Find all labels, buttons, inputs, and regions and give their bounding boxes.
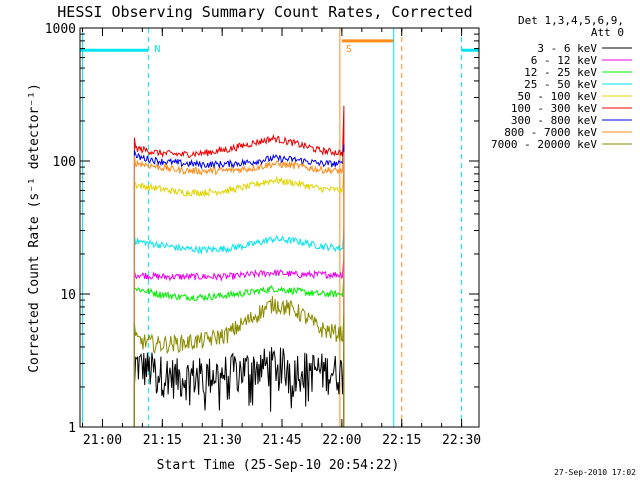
status-lines xyxy=(82,28,463,427)
legend-entry-label: 12 - 25 keV xyxy=(524,66,597,79)
y-tick-label: 100 xyxy=(53,155,76,170)
status-bars xyxy=(80,39,479,52)
y-tick-label: 10 xyxy=(60,288,76,303)
series-line xyxy=(133,274,345,427)
series-line xyxy=(133,347,345,427)
legend-entry-label: 50 - 100 keV xyxy=(518,90,598,103)
plot-frame xyxy=(79,27,480,428)
legend-entry-label: 6 - 12 keV xyxy=(531,54,598,67)
chart-title: HESSI Observing Summary Count Rates, Cor… xyxy=(57,3,472,21)
series-line xyxy=(133,105,345,427)
timestamp: 27-Sep-2010 17:02 xyxy=(554,468,636,477)
legend-entry-label: 800 - 7000 keV xyxy=(504,126,597,139)
series-line xyxy=(133,255,345,427)
x-tick-label: 21:15 xyxy=(143,433,182,448)
series-group xyxy=(133,105,345,427)
series-line xyxy=(133,151,345,427)
plot-border xyxy=(79,27,480,428)
legend-title: Att 0 xyxy=(591,26,624,39)
x-axis-ticks: 21:00 21:15 21:30 21:45 22:00 22:15 22:30 xyxy=(82,28,481,448)
series-line xyxy=(133,296,345,427)
legend-entry-label: 300 - 800 keV xyxy=(511,114,597,127)
annotation-label: N xyxy=(154,44,160,55)
x-tick-label: 21:30 xyxy=(203,433,242,448)
legend-entry-label: 100 - 300 keV xyxy=(511,102,597,115)
y-axis-label: Corrected Count Rate (s⁻¹ detector⁻¹) xyxy=(27,83,42,373)
x-tick-label: 22:30 xyxy=(442,433,481,448)
x-tick-label: 21:00 xyxy=(83,433,122,448)
annotation-label: S xyxy=(346,44,352,55)
legend-title: Det 1,3,4,5,6,9, xyxy=(518,14,624,27)
x-axis-label: Start Time (25-Sep-10 20:54:22) xyxy=(157,458,400,473)
series-line xyxy=(133,144,345,427)
legend-entry-label: 7000 - 20000 keV xyxy=(491,138,597,151)
y-tick-label: 1 xyxy=(68,421,76,436)
y-axis-ticks: 1 10 100 1000 xyxy=(45,22,479,436)
x-tick-label: 21:45 xyxy=(262,433,301,448)
x-tick-label: 22:15 xyxy=(382,433,421,448)
y-tick-label: 1000 xyxy=(45,22,76,37)
series-line xyxy=(133,228,345,427)
series-line xyxy=(133,171,345,427)
legend-entry-label: 25 - 50 keV xyxy=(524,78,597,91)
legend-entry-label: 3 - 6 keV xyxy=(537,42,597,55)
x-tick-label: 22:00 xyxy=(322,433,361,448)
